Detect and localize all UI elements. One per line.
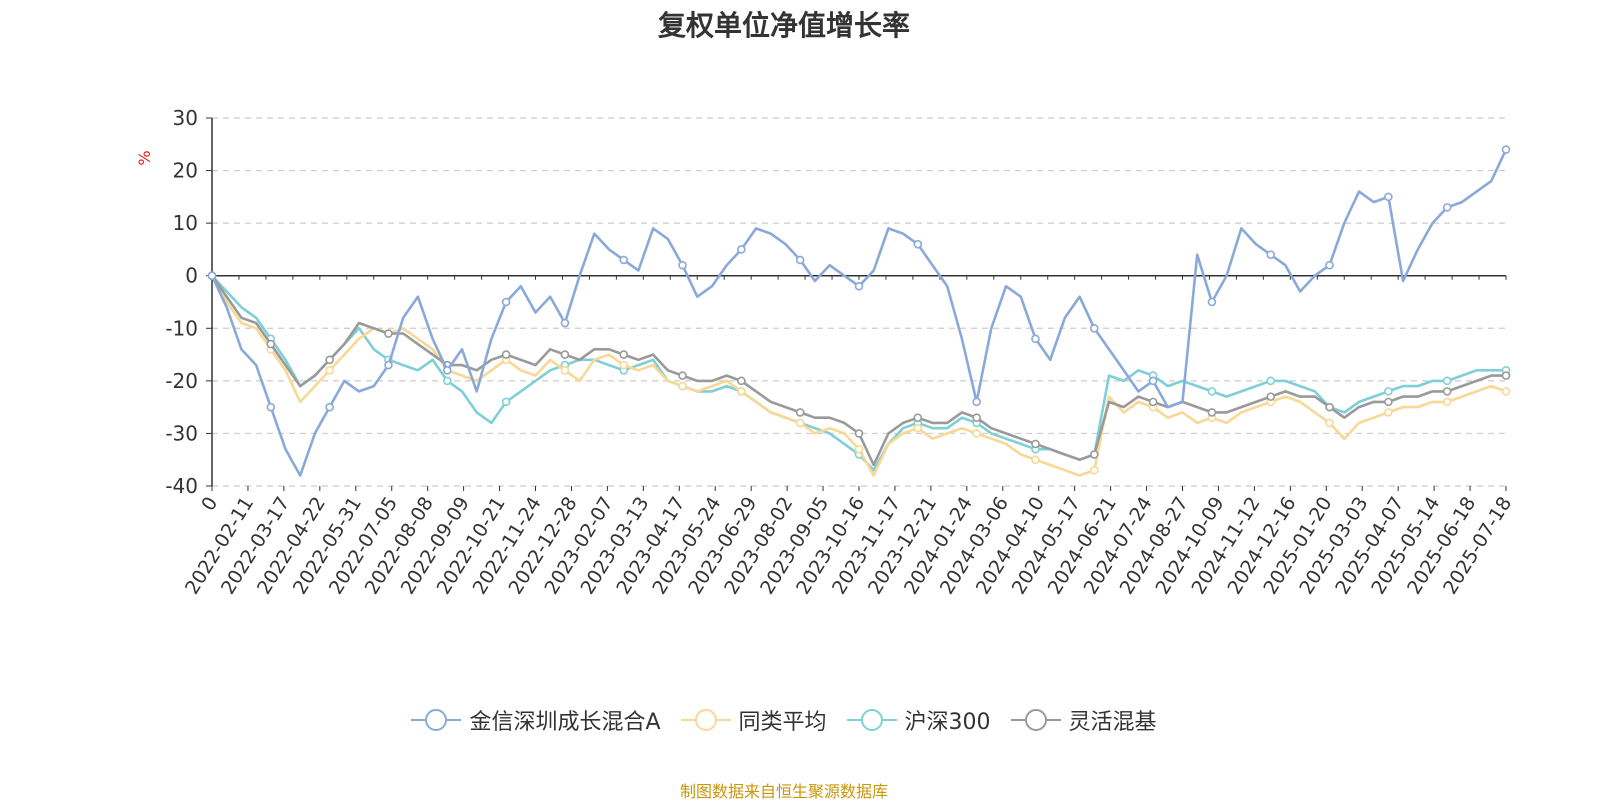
data-point bbox=[1266, 250, 1276, 259]
y-tick-label: -40 bbox=[165, 474, 198, 498]
y-tick-label: -30 bbox=[165, 421, 198, 445]
data-point bbox=[972, 397, 981, 407]
legend-item[interactable]: 灵活混基 bbox=[1010, 704, 1157, 736]
source-note: 制图数据来自恒生聚源数据库 bbox=[679, 782, 888, 801]
legend-marker-icon bbox=[846, 709, 897, 731]
data-point bbox=[619, 350, 629, 359]
data-point bbox=[560, 350, 570, 359]
line-chart: -40-30-20-100102030%02022-02-112022-03-1… bbox=[135, 106, 1516, 598]
y-tick-label: 30 bbox=[173, 106, 198, 130]
data-point bbox=[442, 376, 452, 386]
data-point bbox=[1207, 297, 1217, 307]
series-lines bbox=[207, 145, 1511, 477]
chart-title: 复权单位净值增长率 bbox=[657, 9, 910, 42]
y-tick-label: 10 bbox=[173, 211, 198, 235]
data-point bbox=[1442, 376, 1452, 386]
data-point bbox=[913, 239, 923, 249]
data-point bbox=[1148, 397, 1158, 407]
y-tick-label: -10 bbox=[165, 316, 198, 340]
data-point bbox=[1384, 408, 1393, 417]
data-point bbox=[854, 281, 864, 291]
y-tick-label: 0 bbox=[185, 264, 198, 288]
data-point bbox=[1266, 376, 1276, 386]
data-point bbox=[1031, 334, 1040, 344]
y-axis-unit: % bbox=[135, 150, 154, 165]
data-point bbox=[501, 297, 511, 307]
data-point bbox=[678, 381, 687, 391]
series-line bbox=[210, 148, 1508, 477]
legend-item[interactable]: 同类平均 bbox=[680, 704, 827, 736]
data-point bbox=[1325, 418, 1334, 428]
data-point bbox=[1325, 402, 1334, 412]
data-point bbox=[678, 371, 687, 380]
data-point bbox=[972, 413, 981, 422]
data-point bbox=[1384, 387, 1393, 396]
data-point bbox=[1148, 376, 1158, 386]
legend-marker-icon bbox=[1010, 709, 1061, 731]
data-point bbox=[1089, 450, 1099, 459]
y-tick-label: -20 bbox=[165, 369, 198, 393]
data-point bbox=[560, 366, 570, 375]
data-point bbox=[795, 408, 805, 417]
data-point bbox=[1089, 465, 1099, 475]
data-point bbox=[737, 245, 746, 254]
data-point bbox=[619, 255, 629, 265]
legend-label: 同类平均 bbox=[738, 710, 827, 735]
data-point bbox=[1207, 387, 1217, 396]
legend: 金信深圳成长混合A 同类平均 沪深300 灵活混基 bbox=[0, 704, 1568, 736]
legend-item[interactable]: 金信深圳成长混合A bbox=[411, 704, 661, 736]
data-point bbox=[1031, 439, 1040, 449]
data-point bbox=[325, 366, 334, 375]
legend-label: 沪深300 bbox=[904, 710, 991, 735]
data-point bbox=[442, 366, 452, 375]
legend-label: 金信深圳成长混合A bbox=[469, 710, 661, 735]
data-point bbox=[384, 360, 393, 370]
legend-label: 灵活混基 bbox=[1068, 710, 1157, 735]
data-point bbox=[325, 402, 334, 412]
data-point bbox=[854, 429, 864, 438]
data-point bbox=[560, 318, 570, 328]
data-point bbox=[1384, 192, 1393, 202]
data-point bbox=[737, 376, 746, 386]
data-point bbox=[619, 360, 629, 370]
data-point bbox=[501, 350, 511, 359]
data-point bbox=[1384, 397, 1393, 407]
y-tick-label: 20 bbox=[173, 159, 198, 183]
data-point bbox=[266, 402, 276, 412]
data-point bbox=[1501, 387, 1511, 396]
data-point bbox=[913, 423, 923, 433]
data-point bbox=[1442, 397, 1452, 407]
tick-labels: -40-30-20-100102030%02022-02-112022-03-1… bbox=[135, 106, 1516, 598]
legend-item[interactable]: 沪深300 bbox=[846, 704, 991, 736]
data-point bbox=[795, 418, 805, 428]
data-point bbox=[501, 397, 511, 407]
data-point bbox=[972, 429, 981, 438]
data-point bbox=[854, 444, 864, 454]
data-point bbox=[1442, 387, 1452, 396]
data-point bbox=[1501, 371, 1511, 380]
data-point bbox=[1031, 455, 1040, 465]
data-point bbox=[1325, 260, 1334, 270]
data-point bbox=[1266, 392, 1276, 401]
data-point bbox=[1442, 203, 1452, 212]
data-point bbox=[266, 339, 276, 349]
data-point bbox=[678, 260, 687, 270]
data-point bbox=[384, 329, 393, 338]
data-point bbox=[1207, 408, 1217, 417]
data-point bbox=[913, 413, 923, 422]
data-point bbox=[1089, 323, 1099, 333]
data-point bbox=[795, 255, 805, 265]
legend-marker-icon bbox=[411, 709, 462, 731]
data-point bbox=[207, 271, 217, 281]
data-point bbox=[325, 355, 334, 365]
data-point bbox=[1501, 145, 1511, 154]
data-point bbox=[737, 387, 746, 396]
x-tick-label: 0 bbox=[197, 493, 222, 515]
series-line bbox=[211, 274, 1506, 472]
legend-marker-icon bbox=[680, 709, 731, 731]
